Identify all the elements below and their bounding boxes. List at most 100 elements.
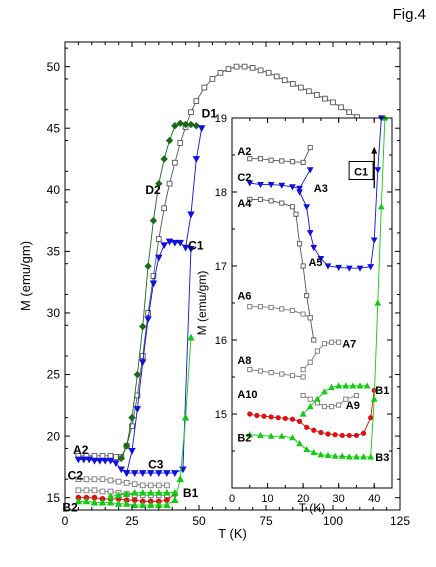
main-panel-point-a1-37 <box>330 99 336 106</box>
main-panel-point-a6-2 <box>91 476 98 483</box>
inset-panel-point-b2-4 <box>289 434 296 441</box>
main-panel-point-b2-2 <box>90 498 99 506</box>
inset-panel-point-a2-6 <box>307 145 313 151</box>
inset-panel-point-b2-10 <box>331 452 339 459</box>
inset-panel-curve-label-c2: C2 <box>237 172 251 184</box>
main-panel-point-c1-19 <box>176 239 184 247</box>
main-panel-point-a9-2 <box>122 490 131 497</box>
main-panel-frame <box>64 41 401 511</box>
inset-panel-point-a7-4 <box>329 339 335 345</box>
main-panel-point-c3-3 <box>147 470 155 477</box>
main-panel-ytick-label-2: 25 <box>47 368 61 382</box>
inset-panel-point-a4-10 <box>311 337 317 343</box>
main-panel-point-d1-13 <box>187 120 195 129</box>
main-panel-curve-label-a2: A2 <box>73 443 89 457</box>
inset-panel-point-b2-7 <box>310 448 318 456</box>
main-panel-point-d1-12 <box>181 120 190 129</box>
inset-panel-point-b1-1 <box>254 412 260 419</box>
inset-panel-point-a10-3 <box>321 404 327 410</box>
inset-panel-point-b1-14 <box>346 432 352 439</box>
inset-panel-point-b2-13 <box>353 453 360 460</box>
inset-panel-point-b1-8 <box>304 424 310 430</box>
inset-panel-point-b1-10 <box>318 429 324 436</box>
main-panel-point-c1-10 <box>128 447 136 455</box>
main-panel-ytick-label-1: 20 <box>47 429 61 443</box>
main-panel-point-d1-11 <box>176 119 184 127</box>
main-panel-series-d1 <box>117 119 201 462</box>
main-panel-xtick-label-5: 125 <box>390 514 410 528</box>
main-panel-point-a6-5 <box>115 478 122 485</box>
main-panel-point-b2-11 <box>163 501 171 508</box>
main-panel-point-b2-4 <box>106 498 115 506</box>
main-panel-curve-label-c1: C1 <box>188 238 204 252</box>
main-panel-xtick-label-3: 75 <box>259 514 273 528</box>
inset-panel-point-a3-8 <box>356 265 364 272</box>
main-panel-xtick-label-2: 50 <box>192 514 206 528</box>
inset-panel-point-a3-11 <box>374 167 382 174</box>
main-panel-point-c3-4 <box>155 470 163 477</box>
main-panel-series-a9 <box>106 488 179 500</box>
main-panel-series-c3 <box>122 246 195 477</box>
main-panel-point-a1-10 <box>139 353 146 359</box>
inset-panel-xtick-label-1: 10 <box>261 493 273 505</box>
inset-panel-point-a4-7 <box>300 263 306 269</box>
inset-panel-point-b1-0 <box>247 411 253 417</box>
inset-plot: 0 10 20 30 40 15 16 17 18 19 T (K) M (emu/gm) A2 C2 A3… <box>195 113 393 515</box>
inset-panel-point-a2-1 <box>257 156 263 162</box>
main-panel-point-a9-8 <box>171 488 179 496</box>
main-panel-point-b2-12 <box>171 496 179 504</box>
main-panel-point-c3-8 <box>187 246 195 253</box>
main-panel-point-b2-3 <box>98 498 107 506</box>
inset-panel-point-b1-13 <box>339 432 345 439</box>
inset-panel-point-a9-7 <box>349 382 357 389</box>
inset-panel-ytick-label-0: 15 <box>215 409 227 421</box>
inset-panel-point-a4-2 <box>268 198 274 204</box>
main-panel-point-a1-13 <box>155 236 162 242</box>
inset-panel-point-a3-0 <box>296 189 303 196</box>
main-panel-point-a1-34 <box>306 88 312 95</box>
main-panel-point-c1-15 <box>155 254 163 262</box>
inset-panel-point-b2-11 <box>338 452 346 459</box>
inset-panel-point-a9-8 <box>356 382 364 389</box>
main-panel-curve-label-d2: D2 <box>145 183 161 197</box>
main-panel-point-a1-12 <box>150 273 157 279</box>
main-panel-point-d1-14 <box>192 122 201 130</box>
main-panel-point-d1-4 <box>139 322 147 331</box>
main-panel-ytick-label-6: 45 <box>47 121 61 135</box>
inset-panel-point-a10-5 <box>336 402 342 408</box>
main-panel-point-d1-5 <box>144 262 152 270</box>
main-panel-ytick-label-7: 50 <box>47 60 61 74</box>
inset-panel-point-a7-3 <box>321 341 327 347</box>
main-panel-point-a8-0 <box>75 487 82 494</box>
inset-panel-point-c2-0 <box>246 180 254 187</box>
inset-panel-ylabel: M (emu/gm) <box>195 271 209 336</box>
main-panel-point-a6-6 <box>123 480 130 486</box>
main-panel-point-c1-21 <box>187 211 195 219</box>
inset-panel-ytick-label-1: 16 <box>215 335 227 347</box>
main-panel-point-a1-14 <box>161 205 168 212</box>
inset-panel-curve-label-b3: B3 <box>375 452 389 464</box>
main-panel-point-a9-3 <box>130 488 139 496</box>
inset-panel-point-a6-2 <box>268 304 274 310</box>
inset-panel-point-a9-1 <box>306 403 314 410</box>
inset-panel-point-b2-18 <box>377 203 385 210</box>
main-panel-curve-label-c3: C3 <box>148 458 164 472</box>
inset-panel-point-b1-12 <box>332 432 338 438</box>
inset-panel-series-b2 <box>246 114 389 460</box>
main-panel-point-a1-15 <box>166 180 173 187</box>
inset-panel-point-a2-3 <box>279 158 285 164</box>
inset-panel-series-a7 <box>300 339 342 373</box>
inset-panel-point-a8-3 <box>279 371 285 377</box>
main-panel-point-a9-5 <box>147 488 155 496</box>
inset-panel-series-a2 <box>247 145 313 165</box>
inset-panel-point-b2-5 <box>296 440 303 447</box>
inset-panel-point-c2-4 <box>289 184 296 191</box>
main-panel-point-a1-39 <box>346 109 352 116</box>
inset-panel-point-a3-6 <box>335 264 343 272</box>
main-panel-curve-label-b1: B1 <box>183 486 199 500</box>
main-panel-point-c1-0 <box>74 456 83 464</box>
inset-panel-point-a4-3 <box>279 200 285 206</box>
main-panel-point-a9-4 <box>138 488 147 496</box>
inset-panel-point-b1-4 <box>275 415 281 421</box>
main-panel-point-c3-5 <box>163 470 171 477</box>
